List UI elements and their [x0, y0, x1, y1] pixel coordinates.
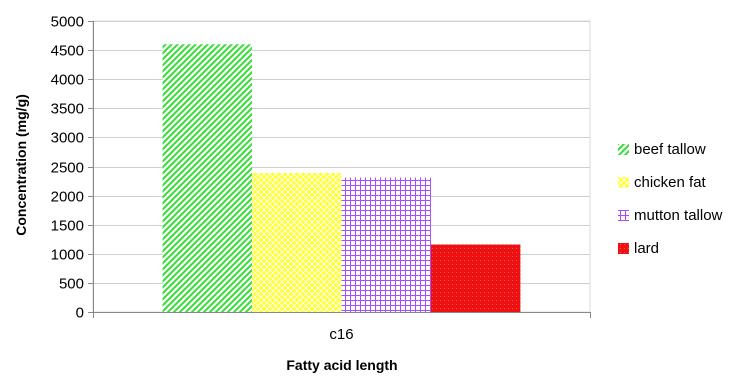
legend-swatch: [618, 210, 629, 221]
y-axis-title: Concentration (mg/g): [13, 94, 29, 236]
x-axis-title: Fatty acid length: [286, 357, 397, 373]
axes: 0 500 1000 1500 2000 2500 3000 3500 4000 4500 5000…: [51, 14, 591, 343]
bar-mutton-tallow: [341, 177, 431, 312]
x-tick-label: c16: [329, 326, 353, 343]
legend-label: lard: [634, 240, 659, 257]
legend: beef tallow chicken fat mutton tallow lard: [618, 141, 723, 257]
bar-lard: [430, 244, 521, 312]
legend-label: beef tallow: [634, 141, 706, 158]
y-tick-label: 5000: [51, 14, 84, 31]
y-tick-label: 500: [59, 276, 84, 293]
bar-beef-tallow: [162, 44, 253, 312]
y-tick-label: 2000: [51, 189, 84, 206]
y-tick-label: 1000: [51, 247, 84, 264]
bars: [162, 44, 521, 312]
legend-label: mutton tallow: [634, 207, 723, 224]
y-tick-label: 2500: [51, 160, 84, 177]
y-tick-label: 3500: [51, 101, 84, 118]
legend-swatch: [618, 144, 629, 155]
y-tick-label: 0: [76, 305, 84, 322]
legend-swatch: [618, 243, 629, 254]
y-tick-label: 4500: [51, 43, 84, 60]
y-tick-label: 4000: [51, 72, 84, 89]
y-tick-label: 3000: [51, 130, 84, 147]
bar-chicken-fat: [252, 172, 342, 312]
legend-label: chicken fat: [634, 174, 707, 191]
legend-swatch: [618, 177, 629, 188]
y-tick-label: 1500: [51, 218, 84, 235]
